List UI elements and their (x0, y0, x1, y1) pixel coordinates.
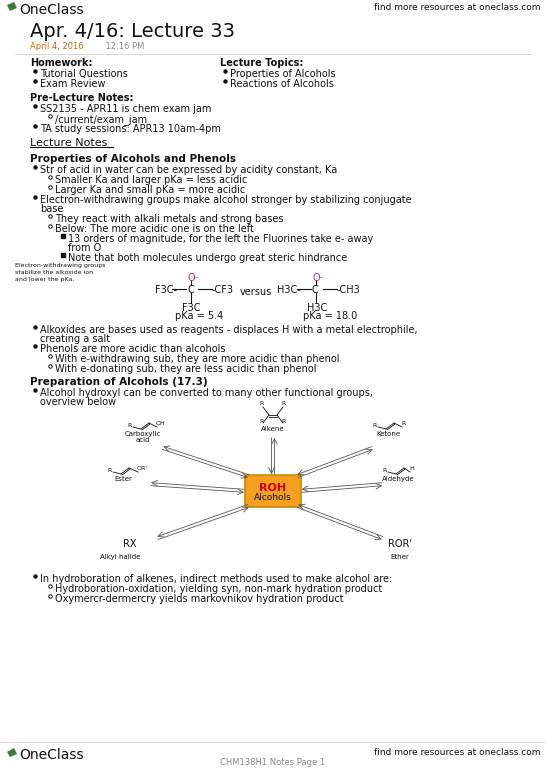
Text: R: R (259, 419, 263, 424)
Text: find more resources at oneclass.com: find more resources at oneclass.com (375, 748, 541, 757)
Text: Carboxylic: Carboxylic (125, 431, 161, 437)
Text: Note that both molecules undergo great steric hindrance: Note that both molecules undergo great s… (68, 253, 347, 263)
Text: Properties of Alcohols: Properties of Alcohols (230, 69, 336, 79)
Text: R: R (401, 421, 405, 426)
Text: April 4, 2016: April 4, 2016 (30, 42, 84, 51)
Text: CHM138H1 Notes Page 1: CHM138H1 Notes Page 1 (221, 758, 325, 767)
Text: R: R (372, 423, 376, 428)
Text: With e-donating sub, they are less acidic than phenol: With e-donating sub, they are less acidi… (55, 364, 317, 374)
Text: -CH3: -CH3 (337, 285, 361, 295)
Text: H3C-: H3C- (277, 285, 301, 295)
Text: Alcohol hydroxyl can be converted to many other functional groups,: Alcohol hydroxyl can be converted to man… (40, 388, 373, 398)
Text: Below: The more acidic one is on the left: Below: The more acidic one is on the lef… (55, 224, 254, 234)
Text: With e-withdrawing sub, they are more acidic than phenol: With e-withdrawing sub, they are more ac… (55, 354, 340, 364)
Text: C: C (187, 285, 194, 295)
Text: from O: from O (68, 243, 101, 253)
Text: C: C (312, 285, 319, 295)
Text: Larger Ka and small pKa = more acidic: Larger Ka and small pKa = more acidic (55, 185, 245, 195)
Text: -CF3: -CF3 (212, 285, 234, 295)
Text: Homework:: Homework: (30, 58, 92, 68)
Text: Tutorial Questions: Tutorial Questions (40, 69, 128, 79)
Text: R: R (107, 468, 111, 473)
Text: Ether: Ether (390, 554, 410, 560)
Text: Exam Review: Exam Review (40, 79, 105, 89)
Text: pKa = 18.0: pKa = 18.0 (303, 311, 357, 321)
Text: Pre-Lecture Notes:: Pre-Lecture Notes: (30, 93, 134, 103)
Text: ROH: ROH (259, 483, 287, 493)
Text: 12:16 PM: 12:16 PM (95, 42, 144, 51)
Text: Electron-withdrawing groups: Electron-withdrawing groups (15, 263, 105, 268)
Text: -: - (320, 273, 323, 282)
Text: R: R (127, 423, 131, 428)
Text: /current/exam_jam: /current/exam_jam (55, 114, 147, 125)
Text: acid: acid (136, 437, 150, 443)
Text: OneClass: OneClass (19, 3, 84, 17)
Text: Electron-withdrawing groups make alcohol stronger by stabilizing conjugate: Electron-withdrawing groups make alcohol… (40, 195, 412, 205)
Text: R: R (281, 401, 285, 406)
Text: Reactions of Alcohols: Reactions of Alcohols (230, 79, 334, 89)
Text: OH: OH (156, 421, 166, 426)
Text: F3C: F3C (182, 303, 200, 313)
Text: OneClass: OneClass (19, 748, 84, 762)
Text: find more resources at oneclass.com: find more resources at oneclass.com (375, 3, 541, 12)
Text: Preparation of Alcohols (17.3): Preparation of Alcohols (17.3) (30, 377, 207, 387)
Text: In hydroboration of alkenes, indirect methods used to make alcohol are:: In hydroboration of alkenes, indirect me… (40, 574, 392, 584)
Text: Phenols are more acidic than alcohols: Phenols are more acidic than alcohols (40, 344, 225, 354)
Polygon shape (7, 748, 17, 757)
Text: and lower the pKa.: and lower the pKa. (15, 277, 74, 282)
Text: Aldehyde: Aldehyde (382, 476, 414, 482)
Text: F3C-: F3C- (155, 285, 177, 295)
Text: -: - (195, 273, 198, 282)
Text: Ester: Ester (114, 476, 132, 482)
Text: Alkene: Alkene (261, 426, 285, 432)
Text: O: O (312, 273, 320, 283)
Text: They react with alkali metals and strong bases: They react with alkali metals and strong… (55, 214, 283, 224)
Text: R: R (281, 419, 285, 424)
Text: Oxymercr-dermercry yields markovnikov hydration product: Oxymercr-dermercry yields markovnikov hy… (55, 594, 343, 604)
Text: Alkoxides are bases used as reagents - displaces H with a metal electrophile,: Alkoxides are bases used as reagents - d… (40, 325, 418, 335)
Text: overview below: overview below (40, 397, 116, 407)
Text: H: H (409, 466, 414, 471)
Text: base: base (40, 204, 63, 214)
Text: Apr. 4/16: Lecture 33: Apr. 4/16: Lecture 33 (30, 22, 235, 41)
Text: O: O (187, 273, 195, 283)
Text: Smaller Ka and larger pKa = less acidic: Smaller Ka and larger pKa = less acidic (55, 175, 247, 185)
Text: 13 orders of magnitude, for the left the Fluorines take e- away: 13 orders of magnitude, for the left the… (68, 234, 373, 244)
Text: ROR': ROR' (388, 539, 412, 549)
Text: RX: RX (123, 539, 136, 549)
Text: TA study sessions: APR13 10am-4pm: TA study sessions: APR13 10am-4pm (40, 124, 221, 134)
Polygon shape (7, 2, 17, 11)
Text: Alcohols: Alcohols (254, 493, 292, 502)
Text: H3C: H3C (307, 303, 327, 313)
Text: OR': OR' (137, 466, 148, 471)
Text: pKa = 5.4: pKa = 5.4 (175, 311, 223, 321)
Text: Str of acid in water can be expressed by acidity constant, Ka: Str of acid in water can be expressed by… (40, 165, 337, 175)
Text: Lecture Topics:: Lecture Topics: (220, 58, 304, 68)
Text: Alkyl halide: Alkyl halide (100, 554, 140, 560)
Text: stabilize the alkoxide ion: stabilize the alkoxide ion (15, 270, 93, 275)
Text: R: R (259, 401, 263, 406)
Text: Properties of Alcohols and Phenols: Properties of Alcohols and Phenols (30, 154, 236, 164)
FancyBboxPatch shape (245, 475, 301, 507)
Text: SS2135 - APR11 is chem exam jam: SS2135 - APR11 is chem exam jam (40, 104, 211, 114)
Text: Ketone: Ketone (376, 431, 400, 437)
Text: Lecture Notes: Lecture Notes (30, 138, 108, 148)
Text: creating a salt: creating a salt (40, 334, 110, 344)
Text: Hydroboration-oxidation, yielding syn, non-mark hydration product: Hydroboration-oxidation, yielding syn, n… (55, 584, 382, 594)
Text: R: R (382, 468, 386, 473)
Text: versus: versus (240, 287, 272, 297)
